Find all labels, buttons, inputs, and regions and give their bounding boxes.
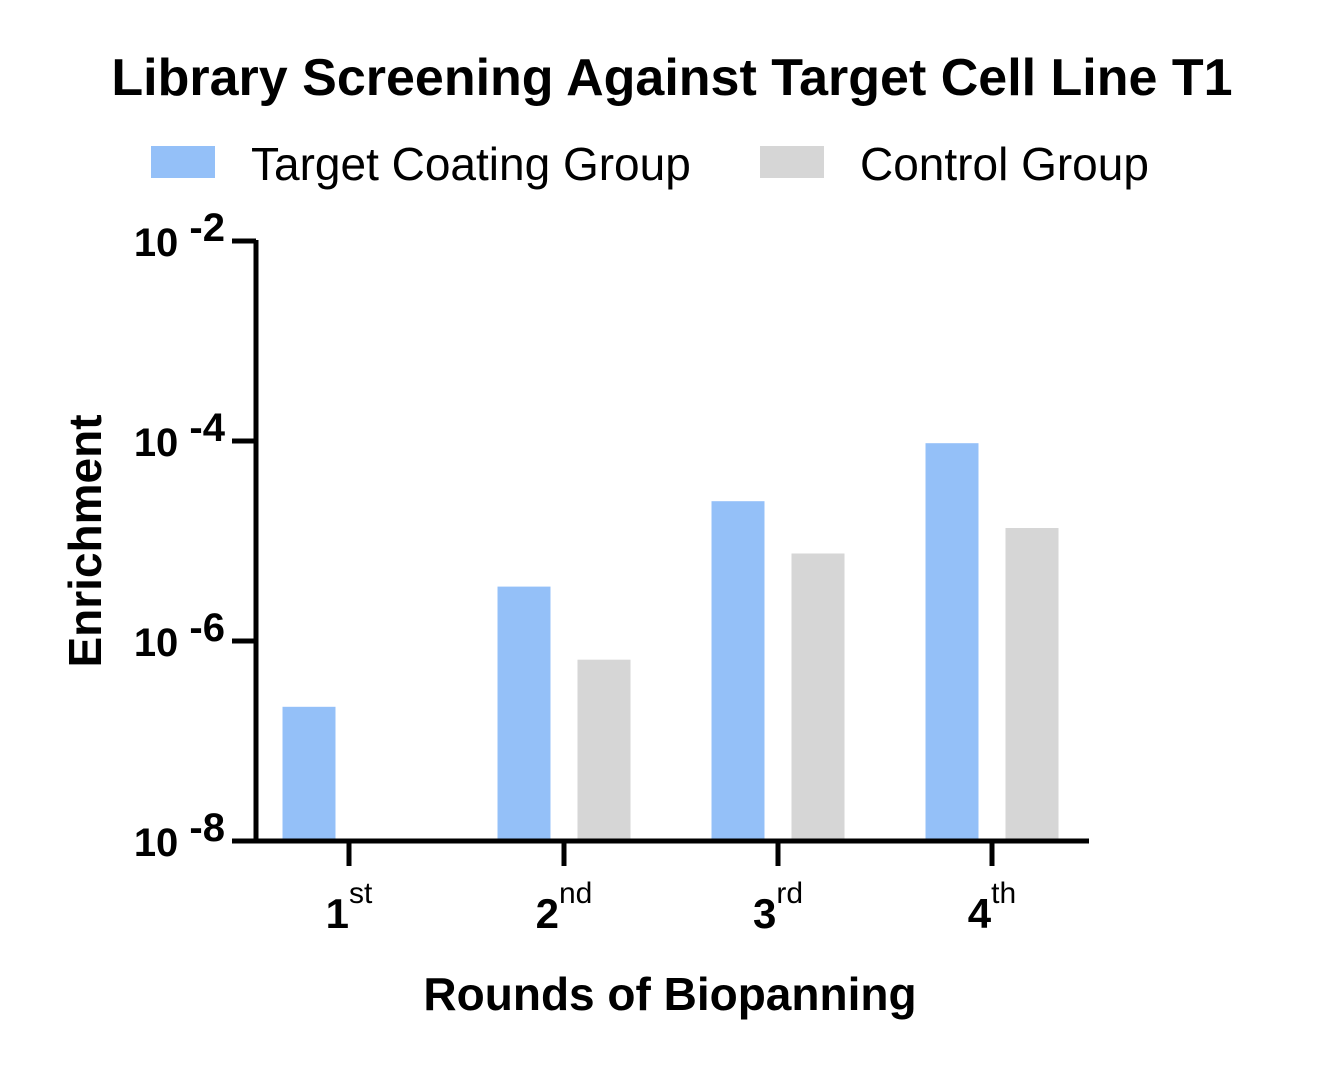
chart-title: Library Screening Against Target Cell Li… <box>111 49 1232 107</box>
x-tick-label: 1st <box>326 877 373 937</box>
legend-swatch-control <box>760 146 824 178</box>
bar-control-2 <box>577 659 631 841</box>
y-axis-ticks: 10 -2 10 -4 10 -6 10 -8 <box>134 206 256 865</box>
x-axis-label: Rounds of Biopanning <box>423 968 916 1020</box>
bar-target-4 <box>925 443 979 841</box>
x-tick-label: 2nd <box>536 877 593 937</box>
bar-target-3 <box>711 501 765 841</box>
bar-target-1 <box>282 706 336 841</box>
bar-target-2 <box>497 586 551 841</box>
bar-control-4 <box>1005 528 1059 841</box>
legend: Target Coating Group Control Group <box>151 138 1149 190</box>
y-tick-label: 10 -4 <box>134 406 226 465</box>
y-tick-label: 10 -6 <box>134 606 225 665</box>
legend-label-target: Target Coating Group <box>251 138 691 190</box>
y-axis-label: Enrichment <box>59 414 111 667</box>
legend-label-control: Control Group <box>860 138 1149 190</box>
bar-control-3 <box>791 553 845 841</box>
y-tick-label: 10 -2 <box>134 206 225 265</box>
x-tick-label: 3rd <box>753 877 803 937</box>
y-tick-label: 10 -8 <box>134 806 225 865</box>
bars <box>282 443 1059 841</box>
x-axis-ticks: 1st 2nd 3rd 4th <box>326 841 1016 937</box>
x-tick-label: 4th <box>968 877 1016 937</box>
legend-swatch-target <box>151 146 215 178</box>
